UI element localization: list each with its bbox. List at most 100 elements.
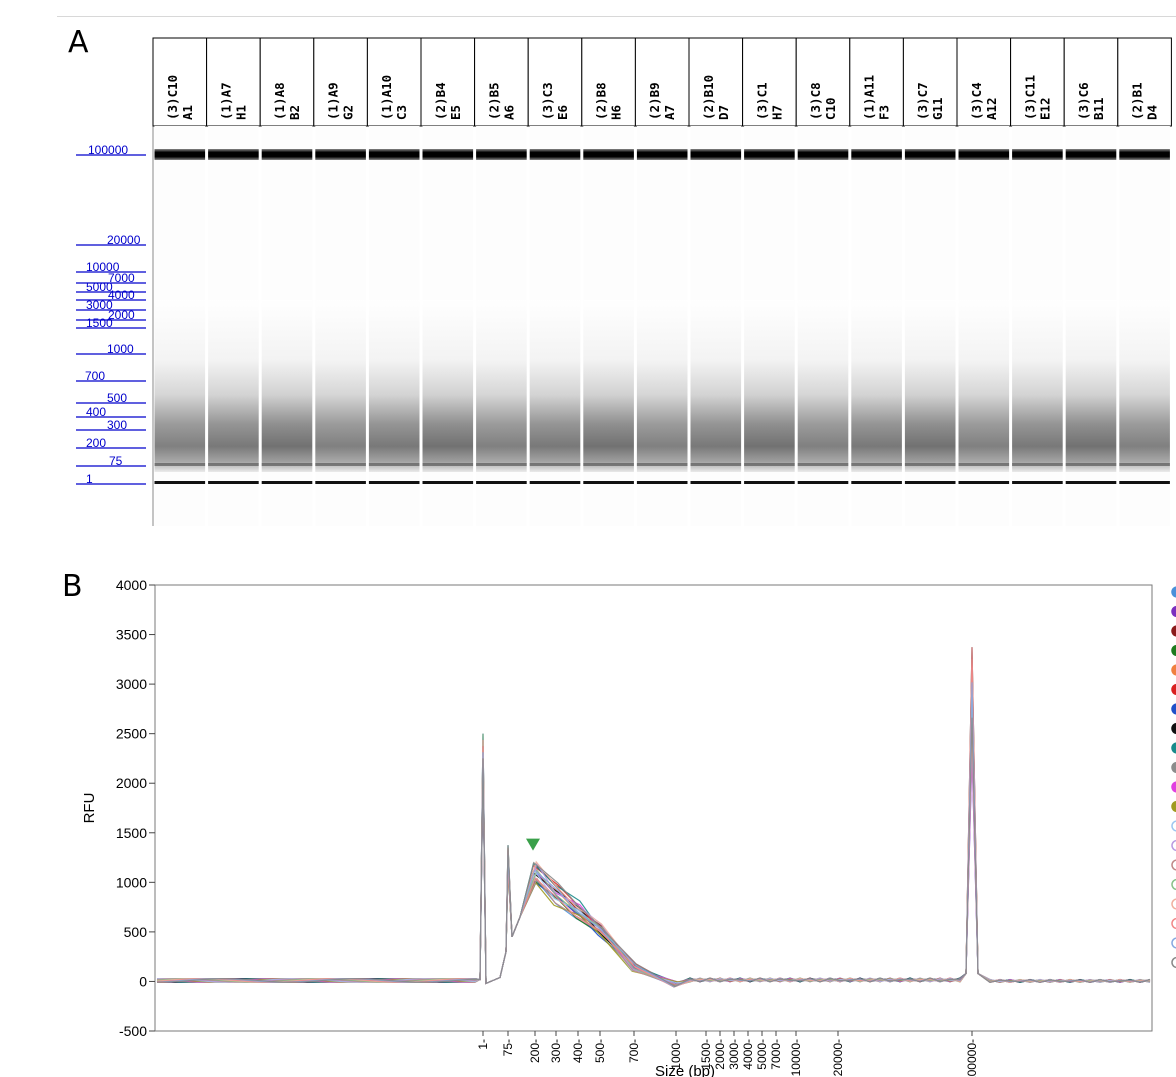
- lane-smear: [904, 300, 956, 472]
- x-tick-label: 200-: [528, 1039, 542, 1063]
- lane-smear: [368, 300, 420, 472]
- lane-header-13: [795, 37, 851, 127]
- lane-75-band: [529, 463, 581, 466]
- lane-upper-marker-band: [636, 149, 688, 160]
- lane-upper-marker-band: [958, 149, 1010, 160]
- lane-upper-marker-band: [1012, 149, 1063, 160]
- lane-75-band: [154, 463, 206, 466]
- lane-label-top: (1)A11: [862, 75, 877, 120]
- lane-label-bottom: G2: [341, 105, 356, 120]
- legend-marker: [1171, 878, 1176, 891]
- series-traces: [156, 647, 1151, 988]
- ladder-label: 1000: [107, 342, 134, 356]
- x-tick-label: 75-: [501, 1039, 515, 1056]
- lane-smear: [744, 300, 795, 472]
- lane-upper-marker-band: [261, 149, 313, 160]
- legend-marker: [1171, 586, 1176, 598]
- lane-lower-marker-band: [583, 481, 634, 484]
- y-tick-label: 2500: [116, 726, 147, 742]
- lane-lower-marker-band: [154, 481, 206, 484]
- lane-75-band: [368, 463, 420, 466]
- lane-header-16: [956, 37, 1012, 127]
- lane-75-band: [797, 463, 849, 466]
- ladder-label: 400: [86, 405, 106, 419]
- ladder-label: 1500: [86, 316, 113, 330]
- legend-marker: [1171, 625, 1176, 637]
- lane-label-top: (1)A8: [272, 82, 287, 120]
- x-tick-label: 1000-: [669, 1039, 683, 1070]
- lane-upper-marker-band: [315, 149, 366, 160]
- lane-smear: [208, 300, 259, 472]
- lane-label-bottom: A7: [662, 105, 677, 120]
- y-axis-title: RFU: [81, 793, 98, 824]
- lane-smear: [154, 300, 206, 472]
- lane-smear: [1012, 300, 1063, 472]
- x-tick-label: 300-: [549, 1039, 563, 1063]
- lane-header-18: [1063, 37, 1119, 127]
- lane-lower-marker-band: [529, 481, 581, 484]
- lane-label-bottom: A6: [501, 105, 516, 120]
- lane-lower-marker-band: [422, 481, 474, 484]
- x-tick-label: 2000-: [713, 1039, 727, 1070]
- lane-smear: [583, 300, 634, 472]
- lane-label-top: (2)B9: [647, 82, 662, 120]
- lane-75-band: [261, 463, 313, 466]
- lane-75-band: [636, 463, 688, 466]
- lane-smear: [797, 300, 849, 472]
- legend-marker: [1171, 956, 1176, 969]
- lane-label-top: (2)B1: [1130, 82, 1145, 120]
- x-tick-label: 20000-: [831, 1039, 845, 1076]
- ladder-label: 200: [86, 436, 106, 450]
- lane-lower-marker-band: [636, 481, 688, 484]
- legend-marker: [1171, 742, 1176, 754]
- lane-label-top: (3)C8: [808, 82, 823, 120]
- lane-upper-marker-band: [851, 149, 902, 160]
- ladder-label: 700: [85, 369, 105, 383]
- lane-label-top: (1)A9: [326, 82, 341, 120]
- lane-label-top: (1)A7: [218, 82, 233, 120]
- lane-label-bottom: B11: [1091, 97, 1106, 120]
- legend-marker: [1171, 722, 1176, 735]
- y-tick-label: 3500: [116, 627, 147, 643]
- lane-75-band: [851, 463, 902, 466]
- lane-label-top: (3)C11: [1022, 75, 1037, 120]
- lane-header-5: [366, 37, 422, 127]
- lane-label-top: (1)A10: [379, 75, 394, 120]
- lane-label-top: (3)C1: [754, 82, 769, 120]
- lane-lower-marker-band: [368, 481, 420, 484]
- lane-label-bottom: H7: [769, 105, 784, 120]
- legend-marker: [1171, 761, 1176, 774]
- x-tick-label: 700-: [627, 1039, 641, 1063]
- lane-75-band: [904, 463, 956, 466]
- lane-upper-marker-band: [476, 149, 527, 160]
- gel-image: (3)C10 A1 (1)A7 H1 (1)A8 B2 (1)A9 G2 (1)A10 C3 (2)…: [76, 37, 1172, 526]
- lane-upper-marker-band: [208, 149, 259, 160]
- lane-label-bottom: F3: [877, 105, 892, 120]
- lane-label-bottom: D4: [1145, 105, 1160, 120]
- ladder-label: 4000: [108, 288, 135, 302]
- ladder-label: 20000: [107, 233, 141, 247]
- lane-upper-marker-band: [529, 149, 581, 160]
- lane-header-15: [902, 37, 958, 127]
- lane-label-top: (3)C7: [915, 82, 930, 120]
- lane-smear: [1119, 300, 1170, 472]
- lane-header-8: [527, 37, 583, 127]
- lane-smear: [958, 300, 1010, 472]
- lane-upper-marker-band: [368, 149, 420, 160]
- lane-upper-marker-band: [1065, 149, 1117, 160]
- lane-header-19: [1117, 37, 1172, 127]
- y-tick-label: -500: [119, 1023, 147, 1039]
- legend-marker: [1171, 917, 1176, 930]
- y-tick-label: 0: [139, 973, 147, 989]
- lane-75-band: [476, 463, 527, 466]
- lane-header-3: [259, 37, 315, 127]
- lane-label-bottom: H1: [233, 105, 248, 120]
- x-tick-label: 7000-: [769, 1039, 783, 1070]
- lane-lower-marker-band: [904, 481, 956, 484]
- legend-marker: [1171, 800, 1176, 813]
- y-tick-label: 3000: [116, 676, 147, 692]
- lane-upper-marker-band: [1119, 149, 1170, 160]
- lane-label-bottom: E5: [448, 105, 463, 120]
- lane-75-band: [583, 463, 634, 466]
